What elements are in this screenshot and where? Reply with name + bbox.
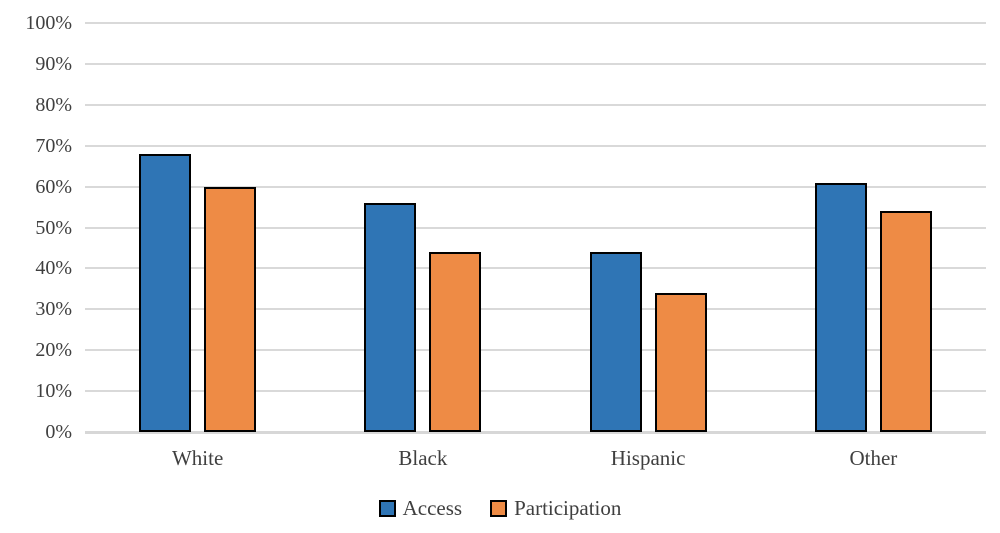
bar-access-black (364, 202, 417, 432)
y-axis-tick-label: 100% (25, 12, 72, 34)
y-axis-tick-label: 0% (45, 421, 72, 443)
y-axis-tick-label: 60% (35, 175, 72, 198)
gridline (85, 22, 986, 24)
bar-participation-black (429, 252, 482, 432)
y-axis-tick-label: 90% (35, 52, 72, 75)
bar-access-other (814, 182, 867, 432)
bar-access-hispanic (589, 252, 642, 432)
category-label-other: Other (849, 446, 898, 470)
bar-access-white (139, 153, 192, 432)
legend-swatch-access-icon (378, 499, 396, 517)
legend-label-participation: Participation (514, 496, 622, 520)
y-axis-tick-label: 50% (35, 216, 72, 239)
y-axis-tick-label: 30% (35, 298, 72, 321)
legend: Access Participation (0, 496, 1000, 520)
category-label-white: White (171, 446, 224, 470)
x-axis-line (85, 431, 986, 434)
legend-item-access: Access (378, 496, 463, 520)
y-axis-tick-label: 70% (35, 134, 72, 157)
gridline (85, 226, 986, 229)
y-axis-tick-label: 10% (35, 380, 72, 403)
y-axis-tick-label: 80% (35, 93, 72, 116)
y-axis-tick-label: 40% (35, 257, 72, 280)
gridline (85, 390, 986, 393)
gridline (85, 349, 986, 352)
category-label-hispanic: Hispanic (610, 446, 686, 470)
gridline (85, 185, 986, 188)
gridline (85, 308, 986, 311)
bar-participation-hispanic (654, 292, 707, 432)
legend-label-access: Access (402, 496, 463, 520)
category-label-black: Black (398, 446, 448, 470)
bar-participation-other (879, 211, 932, 432)
legend-swatch-participation-icon (490, 499, 508, 517)
bar-participation-white (204, 186, 257, 432)
gridline (85, 103, 986, 106)
gridline (85, 267, 986, 270)
y-axis-tick-label: 20% (35, 339, 72, 362)
gridline (85, 62, 986, 65)
gridline (85, 144, 986, 147)
legend-item-participation: Participation (490, 496, 621, 520)
